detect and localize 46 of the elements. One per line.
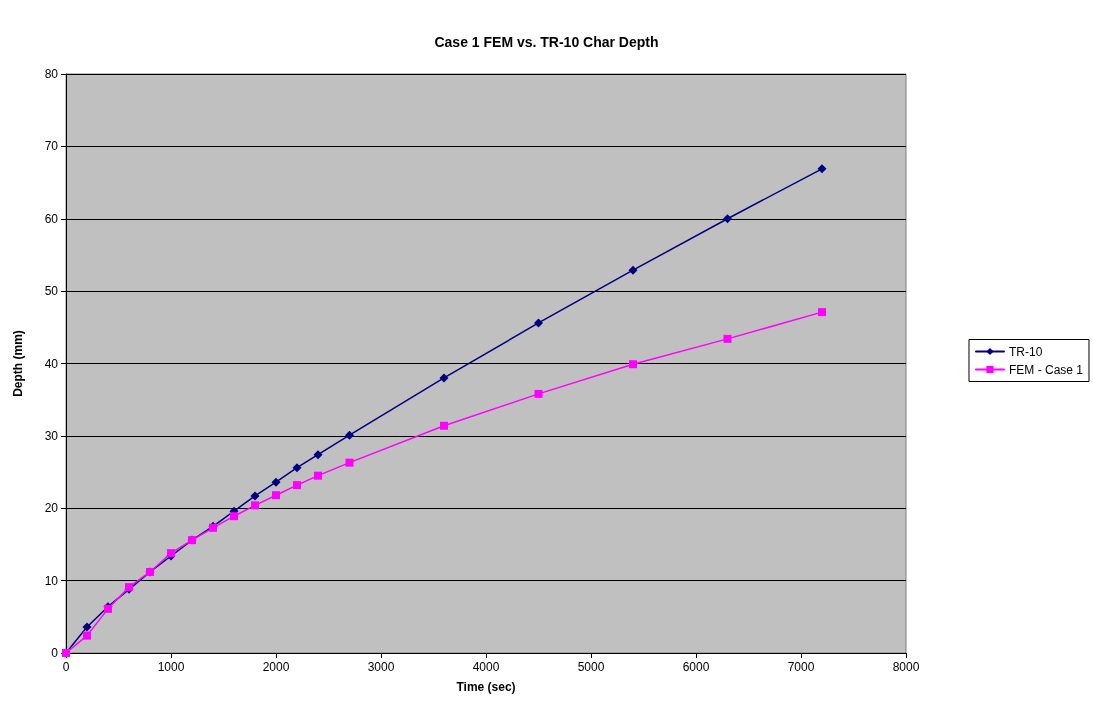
point [723,214,732,224]
point [82,622,92,632]
point [83,631,91,640]
point [293,481,301,490]
point [271,477,281,487]
x-tick-label: 1000 [157,660,185,674]
x-tick-label: 7000 [787,660,815,674]
x-tick-label: 0 [62,660,70,674]
chart-title: Case 1 FEM vs. TR-10 Char Depth [434,34,659,50]
point [818,308,826,317]
x-tick-label: 3000 [367,660,395,674]
y-tick-label: 80 [44,67,59,81]
point [723,334,732,343]
point [250,491,260,501]
y-tick-label: 20 [44,501,59,516]
point [251,501,259,510]
y-tick-label: 60 [44,211,59,226]
point [440,421,448,430]
point [292,463,302,473]
point [534,318,543,328]
point [272,491,280,500]
x-tick-label: 6000 [682,660,710,674]
point [629,360,637,369]
y-tick-label: 10 [44,573,59,588]
y-tick-label: 50 [44,284,59,299]
point [345,430,354,440]
legend-label: TR-10 [1008,344,1043,359]
point [817,164,827,174]
point [314,471,322,480]
point [534,389,543,398]
point [345,458,354,467]
y-tick-label: 30 [44,428,59,443]
x-tick-label: 2000 [262,660,290,674]
x-tick-label: 5000 [577,660,605,674]
y-axis-title: Depth (mm) [11,330,25,397]
point [230,512,238,521]
y-tick-label: 0 [51,646,59,660]
x-tick-label: 8000 [892,660,920,674]
x-axis-title: Time (sec) [456,680,516,694]
point [628,265,638,275]
x-tick-label: 4000 [472,660,500,674]
point [313,450,323,460]
y-tick-label: 70 [44,139,59,154]
legend-label: FEM - Case 1 [1008,362,1084,377]
y-tick-label: 40 [44,356,59,371]
point [439,373,449,383]
